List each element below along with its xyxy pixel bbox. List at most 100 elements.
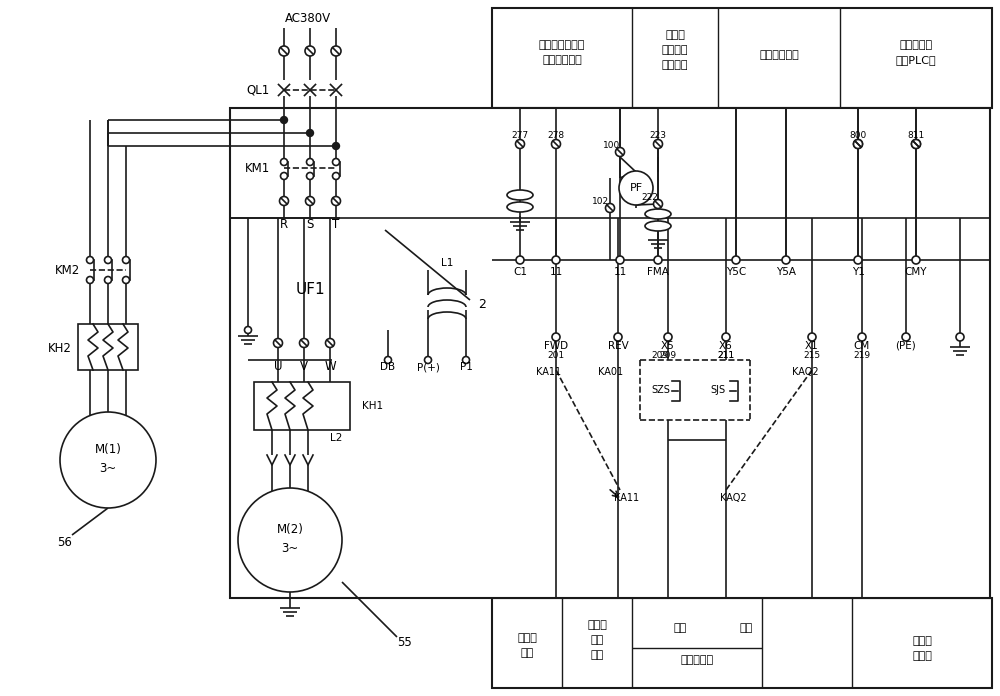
Ellipse shape [645, 209, 671, 219]
Text: KA01: KA01 [598, 367, 623, 377]
Text: KA11: KA11 [614, 493, 639, 503]
Text: 运行: 运行 [520, 648, 534, 658]
Text: KAQ2: KAQ2 [720, 493, 747, 503]
Text: 201: 201 [547, 351, 565, 361]
Text: 3~: 3~ [99, 461, 117, 475]
Circle shape [244, 326, 252, 333]
Text: 行给定: 行给定 [912, 651, 932, 661]
Text: 反向: 反向 [590, 635, 604, 645]
Circle shape [279, 46, 289, 56]
Text: 223: 223 [650, 131, 666, 139]
Text: 变频器运行: 变频器运行 [899, 40, 933, 50]
Text: 800: 800 [849, 131, 867, 139]
Circle shape [280, 116, 288, 123]
Text: KH1: KH1 [362, 401, 383, 411]
Circle shape [122, 276, 130, 283]
Text: SZS: SZS [651, 385, 670, 395]
Text: Y5C: Y5C [726, 267, 746, 277]
Text: 215: 215 [803, 351, 821, 361]
Bar [78, 324, 138, 370]
Circle shape [274, 338, 283, 347]
Text: 222: 222 [642, 193, 658, 202]
Bar [492, 8, 992, 108]
Circle shape [732, 256, 740, 264]
Circle shape [332, 196, 340, 205]
Circle shape [332, 143, 340, 150]
Text: L2: L2 [330, 433, 342, 443]
Circle shape [87, 257, 94, 264]
Circle shape [654, 256, 662, 264]
Circle shape [326, 338, 334, 347]
Text: 运行: 运行 [590, 650, 604, 660]
Text: W: W [324, 361, 336, 374]
Text: 操作箱）: 操作箱） [662, 60, 688, 70]
Text: PF: PF [629, 183, 643, 193]
Circle shape [664, 333, 672, 341]
Circle shape [616, 256, 624, 264]
Circle shape [280, 159, 288, 166]
Circle shape [912, 256, 920, 264]
Text: AC380V: AC380V [285, 12, 331, 24]
Text: S: S [306, 219, 314, 232]
Text: 211: 211 [717, 351, 735, 361]
Text: 11: 11 [613, 267, 627, 277]
Text: KAQ2: KAQ2 [792, 367, 819, 377]
Circle shape [654, 139, 662, 148]
Text: KH2: KH2 [48, 342, 72, 354]
Circle shape [280, 196, 288, 205]
Circle shape [614, 333, 622, 341]
Text: （送PLC）: （送PLC） [896, 55, 936, 65]
Circle shape [306, 196, 314, 205]
Circle shape [332, 173, 340, 180]
Text: V: V [300, 361, 308, 374]
Circle shape [722, 333, 730, 341]
Circle shape [384, 356, 392, 363]
Text: 56: 56 [58, 535, 72, 548]
Text: CM: CM [854, 341, 870, 351]
Text: 11: 11 [549, 267, 563, 277]
Circle shape [104, 276, 112, 283]
Circle shape [858, 333, 866, 341]
Text: 加速: 加速 [673, 623, 687, 633]
Circle shape [332, 159, 340, 166]
Text: 3~: 3~ [281, 541, 299, 555]
Text: M(2): M(2) [277, 523, 303, 537]
Text: 55: 55 [397, 635, 411, 649]
Circle shape [462, 356, 470, 363]
Circle shape [424, 356, 432, 363]
Circle shape [280, 173, 288, 180]
Text: KA11: KA11 [536, 367, 561, 377]
Text: QL1: QL1 [246, 84, 270, 97]
Text: (PE): (PE) [896, 341, 916, 351]
Text: KM1: KM1 [245, 161, 271, 175]
Text: T: T [332, 219, 340, 232]
Circle shape [854, 256, 862, 264]
Text: X1: X1 [805, 341, 819, 351]
Text: Y1: Y1 [852, 267, 864, 277]
Circle shape [912, 139, 920, 148]
Text: Y5A: Y5A [776, 267, 796, 277]
Circle shape [782, 256, 790, 264]
Bar [230, 108, 990, 598]
Circle shape [300, 338, 308, 347]
Circle shape [306, 173, 314, 180]
Circle shape [305, 46, 315, 56]
Text: 219: 219 [853, 351, 871, 361]
Circle shape [912, 139, 920, 148]
Text: UF1: UF1 [295, 283, 325, 297]
Circle shape [87, 276, 94, 283]
Bar [254, 382, 350, 430]
Circle shape [902, 333, 910, 341]
Circle shape [552, 333, 560, 341]
Ellipse shape [645, 221, 671, 231]
Circle shape [60, 412, 156, 508]
Circle shape [306, 129, 314, 136]
Ellipse shape [507, 190, 533, 200]
Text: 变频器: 变频器 [587, 620, 607, 630]
Text: 209: 209 [651, 351, 669, 361]
Text: U: U [274, 361, 282, 374]
Text: 211: 211 [717, 351, 735, 361]
Text: 自动运: 自动运 [912, 636, 932, 646]
Text: C1: C1 [513, 267, 527, 277]
Text: FWD: FWD [544, 341, 568, 351]
